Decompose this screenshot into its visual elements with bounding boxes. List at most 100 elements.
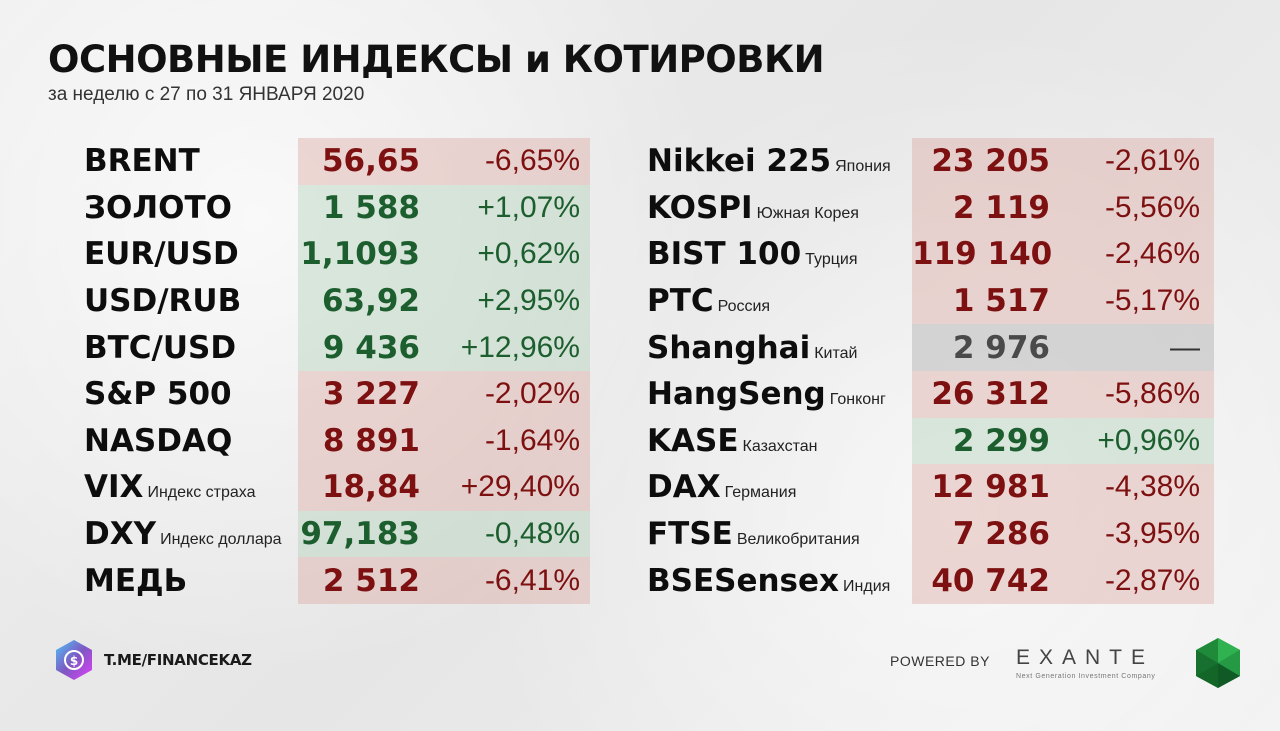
table-row: HangSeng Гонконг 26 312 -5,86%	[600, 370, 1280, 418]
row-highlight	[298, 370, 590, 418]
instrument-region: Индия	[843, 577, 891, 595]
instrument-name: NASDAQ	[84, 423, 232, 459]
green-hexagon-icon	[1194, 637, 1242, 689]
table-row: VIX Индекс страха 18,84 +29,40%	[0, 464, 600, 511]
instrument-name: BRENT	[84, 143, 200, 179]
instrument-value: 2 976	[952, 329, 1050, 366]
instrument-name: KOSPI Южная Корея	[647, 190, 859, 226]
instrument-name: KASE Казахстан	[647, 423, 818, 459]
instrument-label: BIST 100	[647, 236, 802, 273]
table-row: KOSPI Южная Корея 2 119 -5,56%	[600, 184, 1280, 232]
instrument-region: Индекс страха	[147, 484, 256, 502]
instrument-label: BSESensex	[647, 562, 840, 599]
instrument-region: Гонконг	[829, 391, 886, 409]
table-row: МЕДЬ 2 512 -6,41%	[0, 557, 600, 604]
instrument-change: -2,46%	[1104, 237, 1200, 271]
instrument-change: -1,64%	[484, 423, 580, 457]
instrument-change: -3,95%	[1104, 517, 1200, 551]
instrument-change: -2,61%	[1104, 144, 1200, 178]
row-highlight	[912, 231, 1214, 278]
instrument-change: +0,62%	[477, 237, 580, 271]
instrument-change: -4,38%	[1104, 470, 1200, 504]
instrument-change: -6,41%	[484, 563, 580, 597]
instrument-change: -2,87%	[1104, 563, 1200, 597]
instrument-name: Nikkei 225 Япония	[647, 143, 891, 179]
row-highlight	[298, 184, 590, 232]
instrument-label: BTC/USD	[84, 329, 237, 366]
instrument-change: +12,96%	[460, 330, 580, 364]
row-highlight	[298, 417, 590, 465]
table-row: FTSE Великобритания 7 286 -3,95%	[600, 510, 1280, 558]
table-row: BIST 100 Турция 119 140 -2,46%	[600, 231, 1280, 278]
instrument-value: 63,92	[321, 283, 420, 320]
row-highlight	[298, 324, 590, 371]
instrument-name: BIST 100 Турция	[647, 236, 858, 272]
table-row: BTC/USD 9 436 +12,96%	[0, 324, 600, 371]
row-highlight	[912, 417, 1214, 465]
instrument-name: EUR/USD	[84, 236, 239, 272]
row-highlight	[912, 557, 1214, 604]
instrument-label: KOSPI	[647, 189, 753, 226]
instrument-label: FTSE	[647, 516, 733, 553]
instrument-region: Южная Корея	[756, 204, 859, 222]
instrument-value: 8 891	[322, 422, 420, 459]
instrument-name: DAX Германия	[647, 469, 796, 505]
instrument-label: NASDAQ	[84, 422, 233, 459]
telegram-link-block[interactable]: $ T.ME/FINANCEKAZ	[52, 638, 252, 682]
instrument-value: 2 512	[322, 562, 420, 599]
table-row: Nikkei 225 Япония 23 205 -2,61%	[600, 138, 1280, 185]
instrument-value: 1 588	[322, 189, 420, 226]
instrument-change: -0,48%	[484, 517, 580, 551]
instrument-label: USD/RUB	[84, 283, 242, 320]
instrument-label: DXY	[84, 516, 157, 553]
instrument-label: EUR/USD	[84, 236, 239, 273]
table-row: NASDAQ 8 891 -1,64%	[0, 417, 600, 465]
commodities-table: BRENT 56,65 -6,65% ЗОЛОТО 1 588 +1,07% EUR/USD…	[0, 138, 600, 604]
row-highlight	[298, 277, 590, 325]
instrument-region: Турция	[805, 251, 858, 269]
row-highlight	[912, 510, 1214, 558]
telegram-link[interactable]: T.ME/FINANCEKAZ	[104, 651, 252, 669]
row-highlight	[912, 277, 1214, 325]
instrument-region: Россия	[717, 298, 771, 316]
instrument-value: 1,1093	[300, 236, 420, 273]
instrument-name: DXY Индекс доллара	[84, 516, 282, 552]
instrument-value: 2 119	[952, 189, 1050, 226]
instrument-value: 119 140	[912, 236, 1053, 273]
row-highlight	[298, 231, 590, 278]
instrument-name: USD/RUB	[84, 283, 241, 319]
instrument-value: 7 286	[952, 516, 1050, 553]
instrument-name: Shanghai Китай	[647, 330, 857, 366]
instrument-name: VIX Индекс страха	[84, 469, 255, 505]
instrument-change: +0,96%	[1097, 423, 1200, 457]
instrument-region: Казахстан	[742, 437, 818, 455]
row-highlight	[912, 324, 1214, 371]
table-row: KASE Казахстан 2 299 +0,96%	[600, 417, 1280, 465]
instrument-change: -5,17%	[1104, 284, 1200, 318]
exante-brand: EXANTE	[1016, 646, 1155, 669]
instrument-value: 23 205	[931, 143, 1050, 180]
instrument-change: —	[1170, 330, 1200, 364]
instrument-region: Великобритания	[736, 531, 860, 549]
instrument-value: 40 742	[931, 562, 1050, 599]
svg-text:$: $	[70, 654, 78, 668]
instrument-change: -2,02%	[484, 377, 580, 411]
table-row: PTC Россия 1 517 -5,17%	[600, 277, 1280, 325]
instrument-name: ЗОЛОТО	[84, 190, 232, 226]
instrument-region: Германия	[724, 484, 797, 502]
instrument-label: HangSeng	[647, 376, 826, 413]
page-title: ОСНОВНЫЕ ИНДЕКСЫ и КОТИРОВКИ	[48, 38, 825, 81]
instrument-name: BTC/USD	[84, 330, 236, 366]
row-highlight	[298, 510, 590, 558]
instrument-change: -5,86%	[1104, 377, 1200, 411]
instrument-label: KASE	[647, 422, 739, 459]
table-row: S&P 500 3 227 -2,02%	[0, 370, 600, 418]
instrument-name: HangSeng Гонконг	[647, 376, 886, 412]
table-row: Shanghai Китай 2 976 —	[600, 324, 1280, 371]
instrument-change: +29,40%	[460, 470, 580, 504]
table-row: DXY Индекс доллара 97,183 -0,48%	[0, 510, 600, 558]
instrument-value: 26 312	[931, 376, 1050, 413]
instrument-change: +1,07%	[477, 190, 580, 224]
instrument-name: PTC Россия	[647, 283, 770, 319]
row-highlight	[912, 138, 1214, 185]
